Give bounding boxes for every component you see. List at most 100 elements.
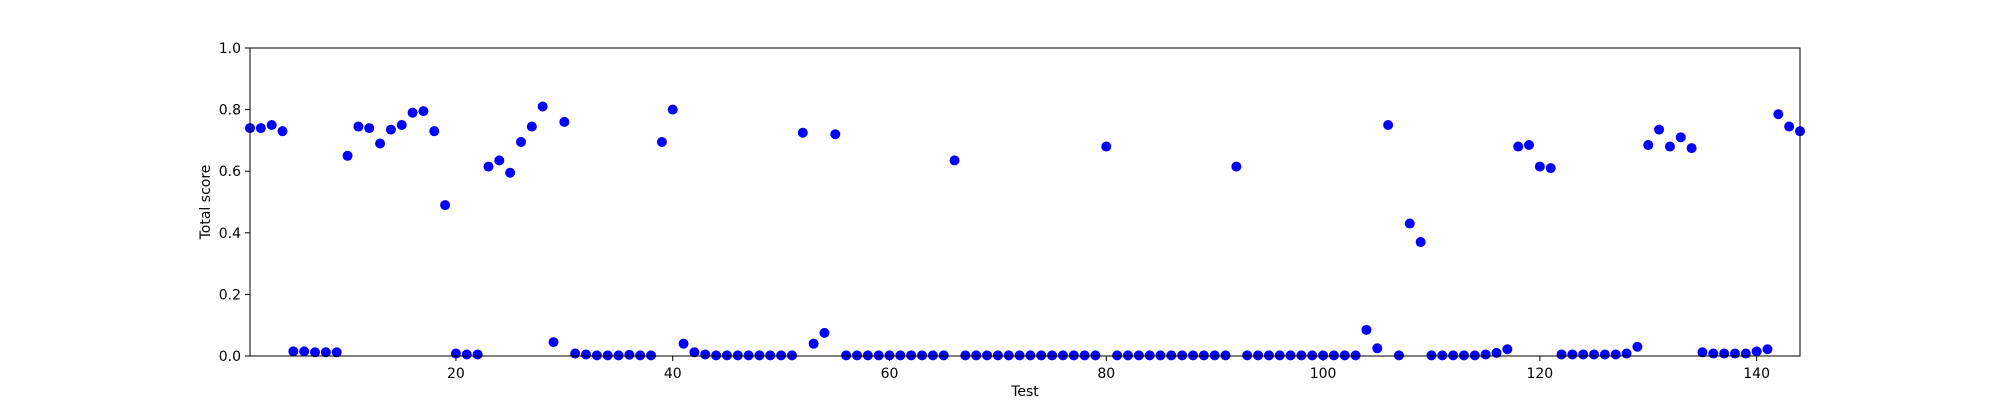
data-point (786, 350, 797, 361)
data-point (1198, 350, 1209, 361)
data-point (1643, 140, 1654, 151)
data-point (1253, 350, 1264, 361)
data-point (678, 338, 689, 349)
data-point (1101, 141, 1112, 152)
data-point (418, 106, 429, 117)
data-point (851, 350, 862, 361)
data-point (1209, 350, 1220, 361)
data-point (917, 350, 928, 361)
data-point (1177, 350, 1188, 361)
data-point (472, 349, 483, 360)
data-point (1025, 350, 1036, 361)
data-point (1242, 350, 1253, 361)
data-point (841, 350, 852, 361)
data-point (1458, 350, 1469, 361)
data-point (266, 120, 277, 130)
data-point (1318, 350, 1329, 361)
data-point (515, 136, 526, 147)
data-point (743, 350, 754, 361)
data-point (1220, 350, 1231, 361)
data-point (1112, 350, 1123, 361)
data-point (342, 150, 353, 161)
data-point (1014, 350, 1025, 361)
data-point (450, 348, 461, 359)
data-point (1068, 350, 1079, 361)
data-point (1090, 350, 1101, 361)
data-point (364, 123, 375, 134)
data-point (1578, 349, 1589, 360)
data-point (613, 350, 624, 361)
data-point (1415, 237, 1426, 248)
data-point (1654, 124, 1665, 135)
data-point (299, 346, 310, 357)
data-point (429, 126, 440, 137)
data-point (602, 350, 613, 361)
data-point (396, 120, 407, 130)
data-point (1599, 349, 1610, 360)
data-point (711, 350, 722, 361)
data-point (1664, 141, 1675, 152)
data-point (494, 155, 505, 166)
data-point (1697, 347, 1708, 358)
data-point (505, 167, 516, 178)
y-tick-label: 0.2 (219, 287, 241, 303)
data-point (1426, 350, 1437, 361)
data-point (310, 347, 321, 358)
data-point (938, 350, 949, 361)
x-tick-label: 100 (1310, 366, 1337, 382)
data-point (1632, 341, 1643, 352)
axis-ticks: 20 40 60 80 100 120 140 0.0 0.2 0.4 0.6 0.8 1.0 (219, 41, 1770, 382)
data-point (656, 136, 667, 147)
data-point (1372, 343, 1383, 354)
data-point (407, 107, 418, 118)
data-point (1675, 132, 1686, 143)
data-point (1589, 349, 1600, 360)
data-point (721, 350, 732, 361)
data-point (624, 349, 635, 360)
data-point (992, 350, 1003, 361)
x-tick-label: 120 (1526, 366, 1553, 382)
data-point (559, 116, 570, 127)
data-point (1079, 350, 1090, 361)
data-point (667, 104, 678, 115)
data-point (635, 350, 646, 361)
data-point (1708, 348, 1719, 359)
y-tick-label: 0.4 (219, 226, 241, 242)
data-point (526, 121, 537, 132)
data-point (1296, 350, 1307, 361)
data-point (1513, 141, 1524, 152)
plot-area (250, 48, 1800, 356)
data-point (385, 124, 396, 135)
data-point (548, 337, 559, 348)
data-point (483, 161, 494, 172)
x-tick-label: 140 (1743, 366, 1770, 382)
data-point (440, 200, 451, 211)
data-point (1437, 350, 1448, 361)
data-point (288, 346, 299, 357)
data-point (1502, 344, 1513, 355)
data-point (1610, 349, 1621, 360)
data-point (819, 327, 830, 338)
data-point (1567, 349, 1578, 360)
data-point (1057, 350, 1068, 361)
data-point (1480, 349, 1491, 360)
data-point (1556, 349, 1567, 360)
data-point (1740, 348, 1751, 359)
data-point (1263, 350, 1274, 361)
plot-frame (249, 47, 1801, 357)
data-point (830, 129, 841, 140)
data-point (1469, 350, 1480, 361)
y-tick-label: 0.8 (219, 103, 241, 119)
data-point (906, 350, 917, 361)
y-axis-label: Total score (198, 165, 214, 241)
data-point (765, 350, 776, 361)
data-point (255, 123, 266, 134)
data-point (1036, 350, 1047, 361)
data-point (776, 350, 787, 361)
data-point (331, 347, 342, 358)
data-point (646, 350, 657, 361)
x-tick-label: 20 (447, 366, 465, 382)
data-point (884, 350, 895, 361)
data-point (1122, 350, 1133, 361)
data-points (245, 101, 1805, 361)
